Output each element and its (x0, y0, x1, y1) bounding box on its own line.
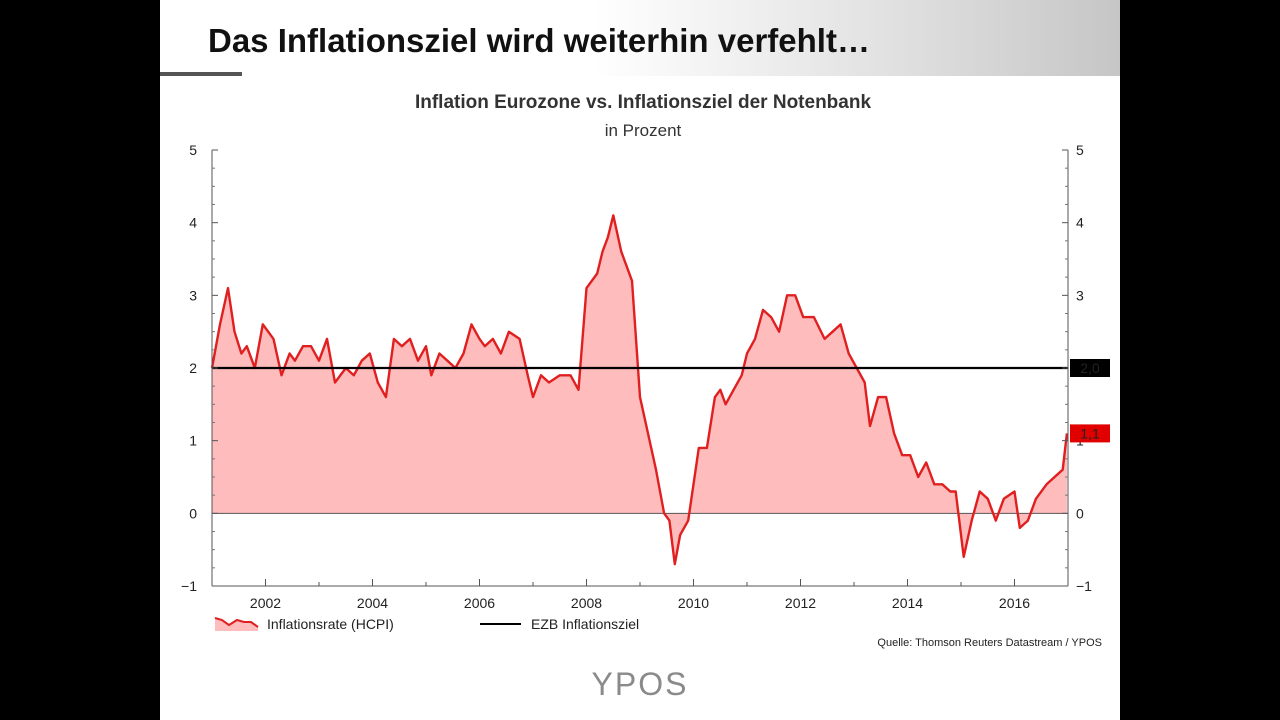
y-tick-label-left: 4 (189, 215, 197, 231)
source-note: Quelle: Thomson Reuters Datastream / YPO… (877, 637, 1102, 649)
y-tick-label-left: 3 (189, 287, 197, 303)
badge-layer: 2,0 1,1 (1070, 359, 1110, 443)
y-tick-label-right: −1 (1076, 578, 1092, 594)
title-band (160, 0, 1120, 76)
value-badge-label-0: 2,0 (1080, 360, 1100, 376)
y-tick-label-left: 1 (189, 433, 197, 449)
legend-inflation-label: Inflationsrate (HCPI) (267, 616, 394, 632)
slide: Das Inflationsziel wird weiterhin verfeh… (160, 0, 1120, 720)
y-tick-label-right: 4 (1076, 215, 1084, 231)
x-tick-label: 2004 (357, 595, 388, 611)
y-tick-label-left: −1 (181, 578, 197, 594)
x-tick-label: 2002 (250, 595, 281, 611)
inflation-line (210, 214, 1069, 566)
legend-target-label: EZB Inflationsziel (531, 616, 639, 632)
y-tick-label-left: 2 (189, 360, 197, 376)
y-tick-label-right: 3 (1076, 287, 1084, 303)
y-tick-label-left: 0 (189, 505, 197, 521)
inflation-chart: Inflation Eurozone vs. Inflationsziel de… (181, 92, 1110, 632)
slide-title: Das Inflationsziel wird weiterhin verfeh… (208, 22, 870, 59)
value-badge-0 (1070, 359, 1110, 377)
value-badge-1 (1070, 424, 1110, 443)
series-layer (210, 214, 1069, 566)
ypos-logo: YPOS (591, 666, 689, 702)
legend-inflation-swatch-fill (215, 618, 258, 631)
chart-subtitle: in Prozent (605, 121, 682, 140)
y-tick-label-left: 5 (189, 142, 197, 158)
x-tick-label: 2010 (678, 595, 709, 611)
x-tick-label: 2016 (999, 595, 1030, 611)
x-tick-label: 2012 (785, 595, 816, 611)
y-tick-label-right: 0 (1076, 505, 1084, 521)
x-tick-label: 2008 (571, 595, 602, 611)
title-underline (160, 72, 242, 76)
axes-layer: 2002200420062008201020122014201655443322… (181, 142, 1092, 611)
x-tick-label: 2014 (892, 595, 923, 611)
chart-title: Inflation Eurozone vs. Inflationsziel de… (415, 92, 871, 113)
legend: Inflationsrate (HCPI) EZB Inflationsziel (214, 616, 639, 632)
x-tick-label: 2006 (464, 595, 495, 611)
legend-inflation-swatch-line (214, 617, 259, 628)
y-tick-label-right: 5 (1076, 142, 1084, 158)
value-badge-label-1: 1,1 (1080, 425, 1100, 441)
